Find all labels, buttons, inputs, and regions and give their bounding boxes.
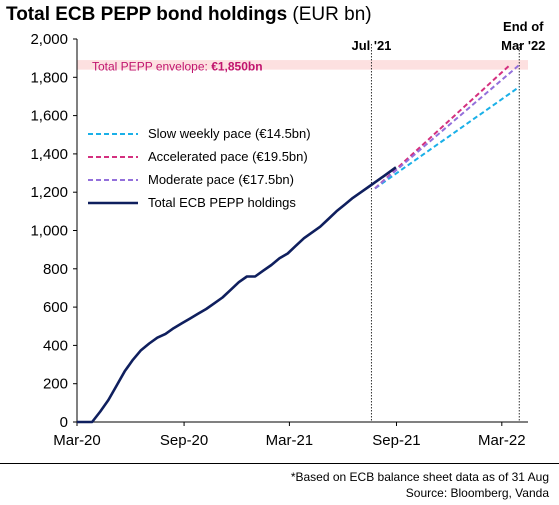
envelope-band bbox=[77, 60, 528, 70]
legend-layer: Slow weekly pace (€14.5bn) Accelerated pa… bbox=[88, 126, 311, 210]
envelope-band-layer: Total PEPP envelope: €1,850bn bbox=[77, 60, 528, 74]
y-tick-label: 200 bbox=[43, 376, 68, 393]
series-line-3 bbox=[77, 166, 397, 424]
y-tick-label: 1,800 bbox=[30, 69, 68, 86]
y-tick-label: 400 bbox=[43, 337, 68, 354]
x-tick-label: Mar-21 bbox=[266, 432, 314, 449]
y-tick-label: 1,600 bbox=[30, 108, 68, 125]
axes-layer: 0 200 400 600 800 1,000 1,200 1,400 1,600 1,800 2,… bbox=[30, 31, 528, 449]
legend-label-2: Moderate pace (€17.5bn) bbox=[148, 172, 294, 187]
y-tick-label: 0 bbox=[60, 414, 68, 431]
x-tick-label: Mar-20 bbox=[53, 432, 101, 449]
series-line-1 bbox=[374, 64, 511, 190]
y-tick-label: 1,000 bbox=[30, 223, 68, 240]
envelope-label: Total PEPP envelope: €1,850bn bbox=[92, 60, 263, 74]
y-tick-label: 800 bbox=[43, 261, 68, 278]
y-tick-label: 1,400 bbox=[30, 146, 68, 163]
series-layer bbox=[77, 64, 520, 424]
y-tick-label: 1,200 bbox=[30, 184, 68, 201]
footnote-source: Source: Bloomberg, Vanda bbox=[405, 486, 549, 500]
vline-label-jul21: Jul '21 bbox=[351, 38, 391, 53]
chart-title-unit: (EUR bn) bbox=[292, 4, 372, 25]
legend-label-0: Slow weekly pace (€14.5bn) bbox=[148, 126, 311, 141]
footnote-data-basis: *Based on ECB balance sheet data as of 3… bbox=[290, 470, 549, 484]
series-line-0 bbox=[374, 86, 520, 190]
y-tick-label: 2,000 bbox=[30, 31, 68, 48]
legend-label-1: Accelerated pace (€19.5bn) bbox=[148, 149, 308, 164]
x-tick-label: Sep-21 bbox=[372, 432, 420, 449]
vline-label-end-of: End of bbox=[503, 19, 544, 34]
y-tick-label: 600 bbox=[43, 299, 68, 316]
vline-label-mar22: Mar '22 bbox=[501, 38, 545, 53]
footer-divider bbox=[0, 463, 559, 464]
x-tick-label: Mar-22 bbox=[478, 432, 526, 449]
chart-title-main: Total ECB PEPP bond holdings bbox=[6, 4, 288, 25]
envelope-label-text: Total PEPP envelope: bbox=[92, 60, 211, 74]
chart-title: Total ECB PEPP bond holdings (EUR bn) bbox=[6, 4, 372, 26]
vertical-lines-layer: Jul '21 End of Mar '22 bbox=[351, 19, 545, 422]
x-tick-label: Sep-20 bbox=[160, 432, 208, 449]
legend-label-3: Total ECB PEPP holdings bbox=[148, 195, 296, 210]
envelope-label-value: €1,850bn bbox=[211, 60, 262, 74]
series-line-2 bbox=[374, 64, 520, 190]
